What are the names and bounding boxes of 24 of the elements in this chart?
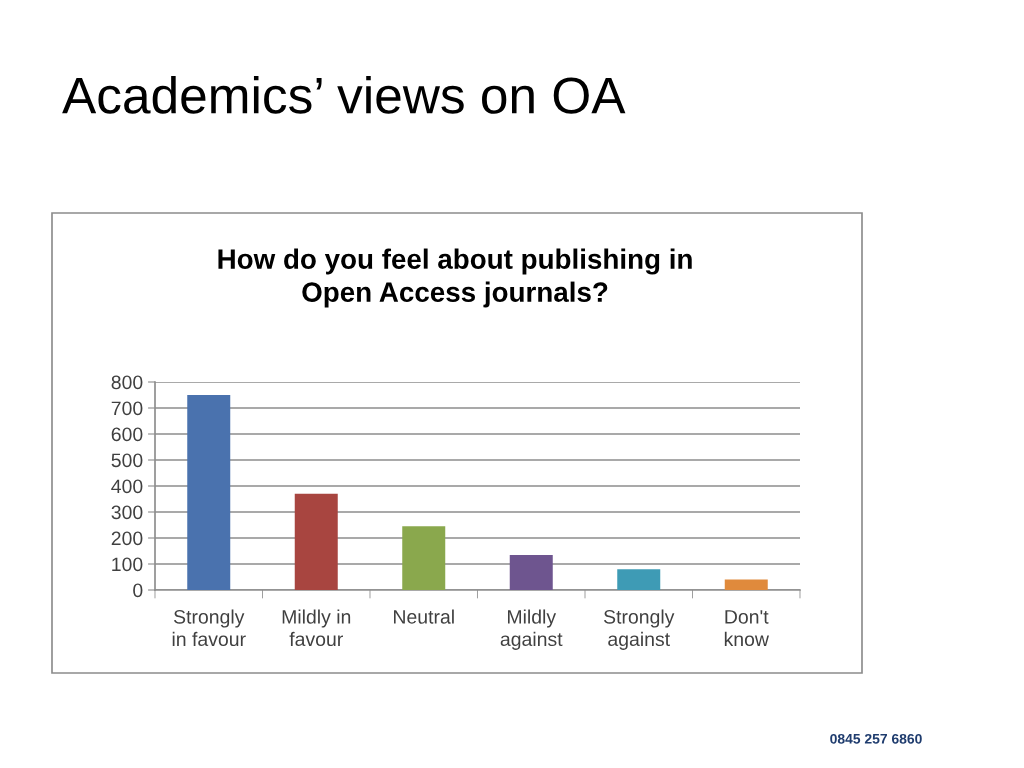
x-tick-label: Neutral <box>394 609 454 624</box>
chart-subtitle: How do you feel about publishing in Open Access journals? <box>218 248 692 308</box>
y-tick-label: 800 <box>111 375 143 390</box>
bar <box>294 493 338 590</box>
chart-title: Academics’ views on OA <box>62 76 626 114</box>
x-tick-label: Mildly in favour <box>282 609 351 647</box>
y-tick-label: 700 <box>111 401 143 416</box>
y-tick-label: 400 <box>111 479 143 494</box>
x-tick-label: Mildly against <box>500 609 563 650</box>
y-tick-label: 200 <box>111 531 143 546</box>
y-tick-label: 600 <box>111 427 143 442</box>
bar <box>187 395 231 590</box>
bar <box>509 554 553 590</box>
x-tick-label: Strongly in favour <box>172 609 246 647</box>
x-tick-label: Don't know <box>724 610 769 647</box>
bar <box>724 579 768 590</box>
y-tick-label: 0 <box>133 583 143 598</box>
y-tick-label: 500 <box>111 453 143 468</box>
text: 0845 257 6860 <box>830 733 922 744</box>
y-tick-label: 300 <box>111 505 143 520</box>
x-tick-label: Strongly against <box>603 609 675 650</box>
bar <box>617 569 661 590</box>
y-tick-label: 100 <box>112 557 143 572</box>
bar <box>402 526 446 590</box>
